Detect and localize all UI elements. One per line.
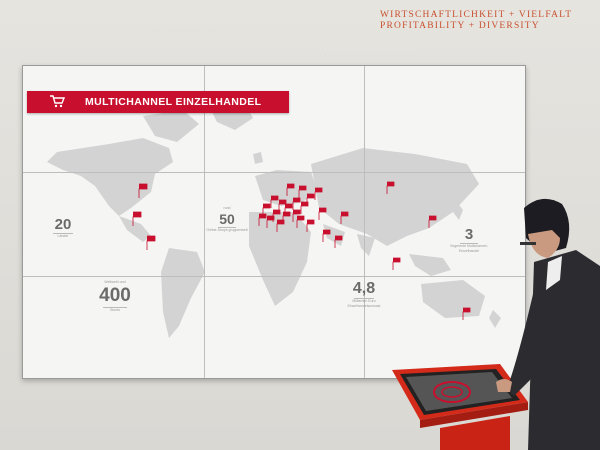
stat-value: 20 bbox=[54, 216, 72, 233]
screen-title: MULTICHANNEL EINZELHANDEL bbox=[85, 96, 262, 108]
stat-value: 400 bbox=[99, 284, 131, 306]
video-wall-screen: MULTICHANNEL EINZELHANDEL 20 Länder rund… bbox=[22, 65, 526, 379]
stat-value: 50 bbox=[219, 210, 235, 227]
stat-stores: Weltweit rund 400 Stores bbox=[79, 280, 151, 312]
panel-seam bbox=[364, 66, 365, 378]
panel-seam bbox=[204, 66, 205, 378]
stat-divider bbox=[103, 306, 127, 308]
stat-divider bbox=[218, 226, 236, 228]
stat-caption: Online-Shops gruppenweit bbox=[206, 227, 248, 232]
title-banner: MULTICHANNEL EINZELHANDEL bbox=[27, 91, 289, 113]
stat-caption: Segmente Multichannel-Einzelhandel bbox=[450, 244, 488, 253]
stat-countries: 20 Länder bbox=[39, 216, 87, 239]
stat-revenue: 4,8 Milliarden Euro Einzelhandelsumsatz bbox=[341, 280, 387, 308]
panel-seam bbox=[23, 172, 525, 173]
stat-caption: Milliarden Euro Einzelhandelsumsatz bbox=[347, 299, 381, 308]
stat-value: 4,8 bbox=[352, 280, 376, 297]
stat-divider bbox=[460, 243, 478, 244]
wall-slogan: WIRTSCHAFTLICHKEIT + VIELFALT PROFITABIL… bbox=[380, 10, 572, 32]
touchscreen-display[interactable] bbox=[406, 372, 512, 411]
stat-segments: 3 Segmente Multichannel-Einzelhandel bbox=[447, 226, 491, 253]
wall-slogan-de: WIRTSCHAFTLICHKEIT + VIELFALT bbox=[380, 10, 573, 20]
stat-value: 3 bbox=[464, 226, 474, 243]
stat-online-shops: rund 50 Online-Shops gruppenweit bbox=[205, 206, 249, 232]
cart-icon bbox=[49, 95, 66, 111]
wall-slogan-en: PROFITABILITY + DIVERSITY bbox=[380, 21, 540, 31]
wall-faint-text: · · · · · · · · · · · · · · · bbox=[6, 440, 71, 445]
store-flag-markers bbox=[132, 181, 471, 320]
stat-divider bbox=[53, 233, 73, 234]
stat-prefix: rund bbox=[223, 206, 231, 210]
stat-caption: Stores bbox=[109, 307, 121, 312]
stat-prefix: Weltweit rund bbox=[104, 280, 126, 284]
wall-faint-text: · · · · · · · · · · · · · · · · · · · · … bbox=[320, 52, 412, 57]
wall-faint-text: · · · · · · · · · · · · · · · · bbox=[150, 28, 219, 33]
stat-caption: Länder bbox=[57, 234, 69, 238]
touch-kiosk bbox=[392, 364, 528, 450]
visitor-person bbox=[496, 198, 600, 450]
stat-divider bbox=[354, 298, 374, 299]
wall-faint-text: · · · · · · · · · · · · · · · · · · bbox=[150, 408, 228, 413]
panel-seam bbox=[23, 276, 525, 277]
